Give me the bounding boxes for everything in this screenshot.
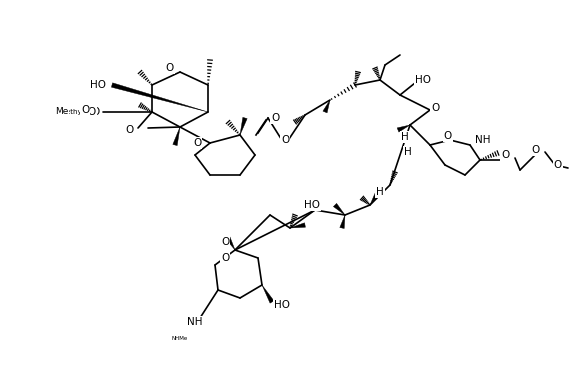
Polygon shape [173,127,180,146]
Text: NHMe: NHMe [172,335,188,341]
Polygon shape [340,215,345,228]
Text: O: O [221,253,229,263]
Polygon shape [323,100,330,113]
Polygon shape [240,118,247,135]
Text: O: O [431,103,439,113]
Text: O: O [126,125,134,135]
Polygon shape [397,125,410,132]
Text: Me: Me [55,108,68,116]
Polygon shape [290,223,306,228]
Text: O: O [166,63,174,73]
Text: HO: HO [90,80,106,90]
Text: H: H [401,132,409,142]
Polygon shape [370,191,380,205]
Text: O: O [501,150,509,160]
Text: O: O [554,160,562,170]
Polygon shape [111,83,208,112]
Text: O: O [88,107,96,117]
Text: H: H [376,187,384,197]
Text: O: O [91,107,99,117]
Text: HO: HO [304,200,320,210]
Text: NH: NH [187,317,203,327]
Text: Methyl: Methyl [60,109,84,115]
Text: O: O [444,131,452,141]
Text: O: O [281,135,289,145]
Text: NH: NH [475,135,491,145]
Text: HO: HO [415,75,431,85]
Polygon shape [226,237,235,250]
Text: O: O [193,138,201,148]
Text: O: O [531,145,539,155]
Text: O: O [271,113,279,123]
Text: O: O [81,105,89,115]
Polygon shape [262,285,274,303]
Text: H: H [404,147,412,157]
Polygon shape [333,203,345,215]
Text: O: O [221,237,229,247]
Text: HO: HO [274,300,290,310]
